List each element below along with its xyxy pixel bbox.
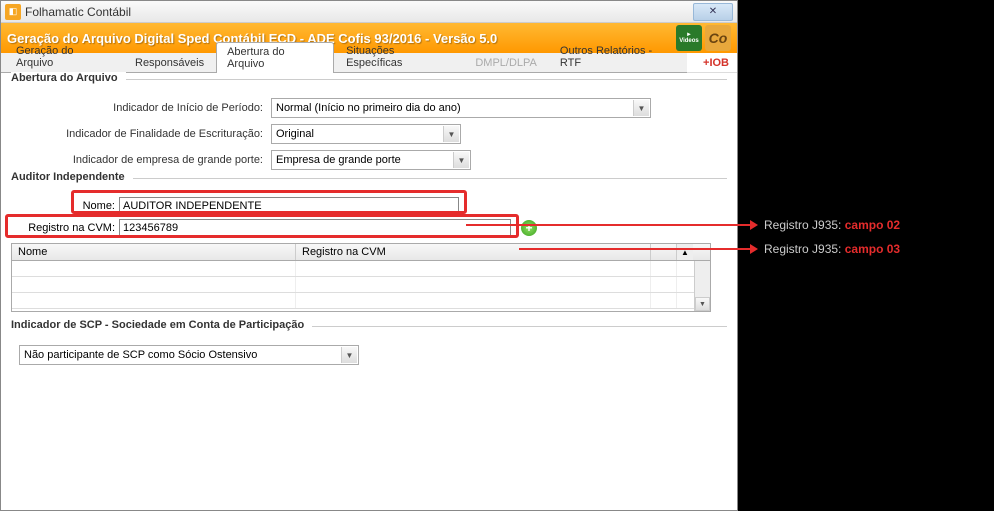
tab-abertura[interactable]: Abertura do Arquivo — [216, 42, 334, 73]
annotation-2: Registro J935: campo 03 — [519, 242, 900, 256]
chevron-down-icon: ▼ — [633, 100, 649, 116]
tab-geracao[interactable]: Geração do Arquivo — [5, 41, 123, 72]
tab-situacoes[interactable]: Situações Específicas — [335, 41, 463, 72]
tab-outros[interactable]: Outros Relatórios - RTF — [549, 41, 686, 72]
annotation-1: Registro J935: campo 02 — [466, 218, 900, 232]
select-inicio[interactable]: Normal (Início no primeiro dia do ano)▼ — [271, 98, 651, 118]
section-abertura-title: Abertura do Arquivo — [11, 72, 126, 84]
table-row[interactable] — [12, 261, 710, 277]
label-registro: Registro na CVM: — [11, 222, 119, 234]
table-row[interactable] — [12, 293, 710, 309]
chevron-down-icon: ▼ — [443, 126, 459, 142]
input-registro[interactable]: 123456789 — [119, 219, 511, 237]
chevron-down-icon: ▼ — [453, 152, 469, 168]
scroll-down-icon[interactable]: ▼ — [695, 297, 710, 311]
label-inicio: Indicador de Início de Período: — [11, 102, 271, 114]
section-scp-title: Indicador de SCP - Sociedade em Conta de… — [11, 319, 312, 331]
content-area: Abertura do Arquivo Indicador de Início … — [1, 73, 737, 510]
label-finalidade: Indicador de Finalidade de Escrituração: — [11, 128, 271, 140]
col-nome: Nome — [12, 244, 296, 260]
titlebar: ◧ Folhamatic Contábil ✕ — [1, 1, 737, 23]
chevron-down-icon: ▼ — [341, 347, 357, 363]
co-icon[interactable]: Co — [705, 25, 731, 51]
section-abertura: Abertura do Arquivo Indicador de Início … — [11, 79, 727, 170]
window-title: Folhamatic Contábil — [25, 5, 693, 19]
tab-responsaveis[interactable]: Responsáveis — [124, 53, 215, 72]
scrollbar[interactable]: ▼ — [694, 261, 710, 311]
section-auditor-title: Auditor Independente — [11, 171, 133, 183]
select-scp[interactable]: Não participante de SCP como Sócio Osten… — [19, 345, 359, 365]
tab-bar: Geração do Arquivo Responsáveis Abertura… — [1, 53, 687, 73]
iob-logo: +IOB — [703, 57, 729, 69]
select-finalidade[interactable]: Original▼ — [271, 124, 461, 144]
label-nome: Nome: — [11, 200, 119, 212]
app-icon: ◧ — [5, 4, 21, 20]
input-nome[interactable]: AUDITOR INDEPENDENTE — [119, 197, 459, 215]
label-porte: Indicador de empresa de grande porte: — [11, 154, 271, 166]
table-row[interactable] — [12, 277, 710, 293]
close-button[interactable]: ✕ — [693, 3, 733, 21]
select-porte[interactable]: Empresa de grande porte▼ — [271, 150, 471, 170]
section-scp: Indicador de SCP - Sociedade em Conta de… — [11, 326, 727, 365]
tab-dmpl: DMPL/DLPA — [464, 53, 548, 72]
